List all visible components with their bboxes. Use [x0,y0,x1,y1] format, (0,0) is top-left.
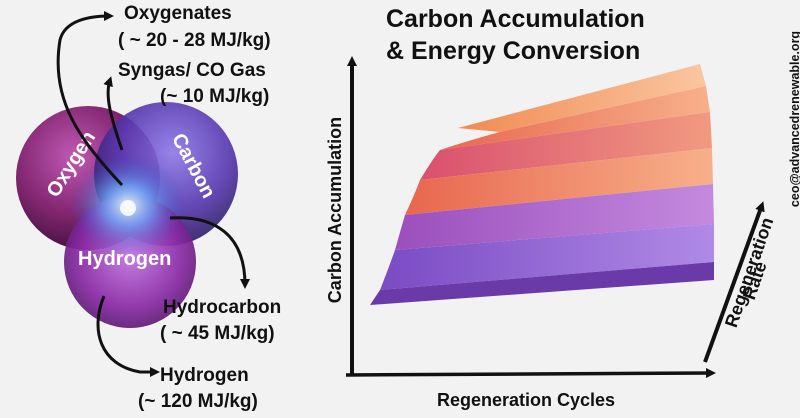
title-line-2: & Energy Conversion [386,37,641,65]
arrow-to-oxygenates [56,11,124,187]
contact-email: ceo@advancedrenewable.org [788,30,800,208]
z-axis [703,201,765,363]
arrow-to-syngas [103,76,124,151]
syngas-name: Syngas/ CO Gas [118,60,266,81]
surface-band [458,64,706,132]
hydrocarbon-energy: ( ~ 45 MJ/kg) [160,323,275,344]
y-axis-label: Carbon Accumulation [325,116,345,304]
oxygenates-energy: ( ~ 20 - 28 MJ/kg) [118,30,271,51]
syngas-energy: (~ 10 MJ/kg) [160,86,270,107]
hydrogen-product-energy: (~ 120 MJ/kg) [138,391,258,412]
arrow-to-hydrocarbon [169,216,250,289]
surface-band [440,86,710,150]
title-line-1: Carbon Accumulation [386,5,645,33]
hydrogen-label: Hydrogen [78,248,172,270]
surface-band [395,184,714,250]
surface-front-edge [370,262,714,305]
surface-band [420,112,712,180]
x-axis-label: Regeneration Cycles [437,390,616,410]
arrow-to-hydrogen [96,295,160,377]
hydrocarbon-name: Hydrocarbon [163,297,282,318]
surface-band [405,148,713,215]
surface-band [380,224,714,290]
oxygenates-name: Oxygenates [124,3,232,24]
hydrogen-product-name: Hydrogen [160,365,249,386]
x-axis [345,368,716,379]
